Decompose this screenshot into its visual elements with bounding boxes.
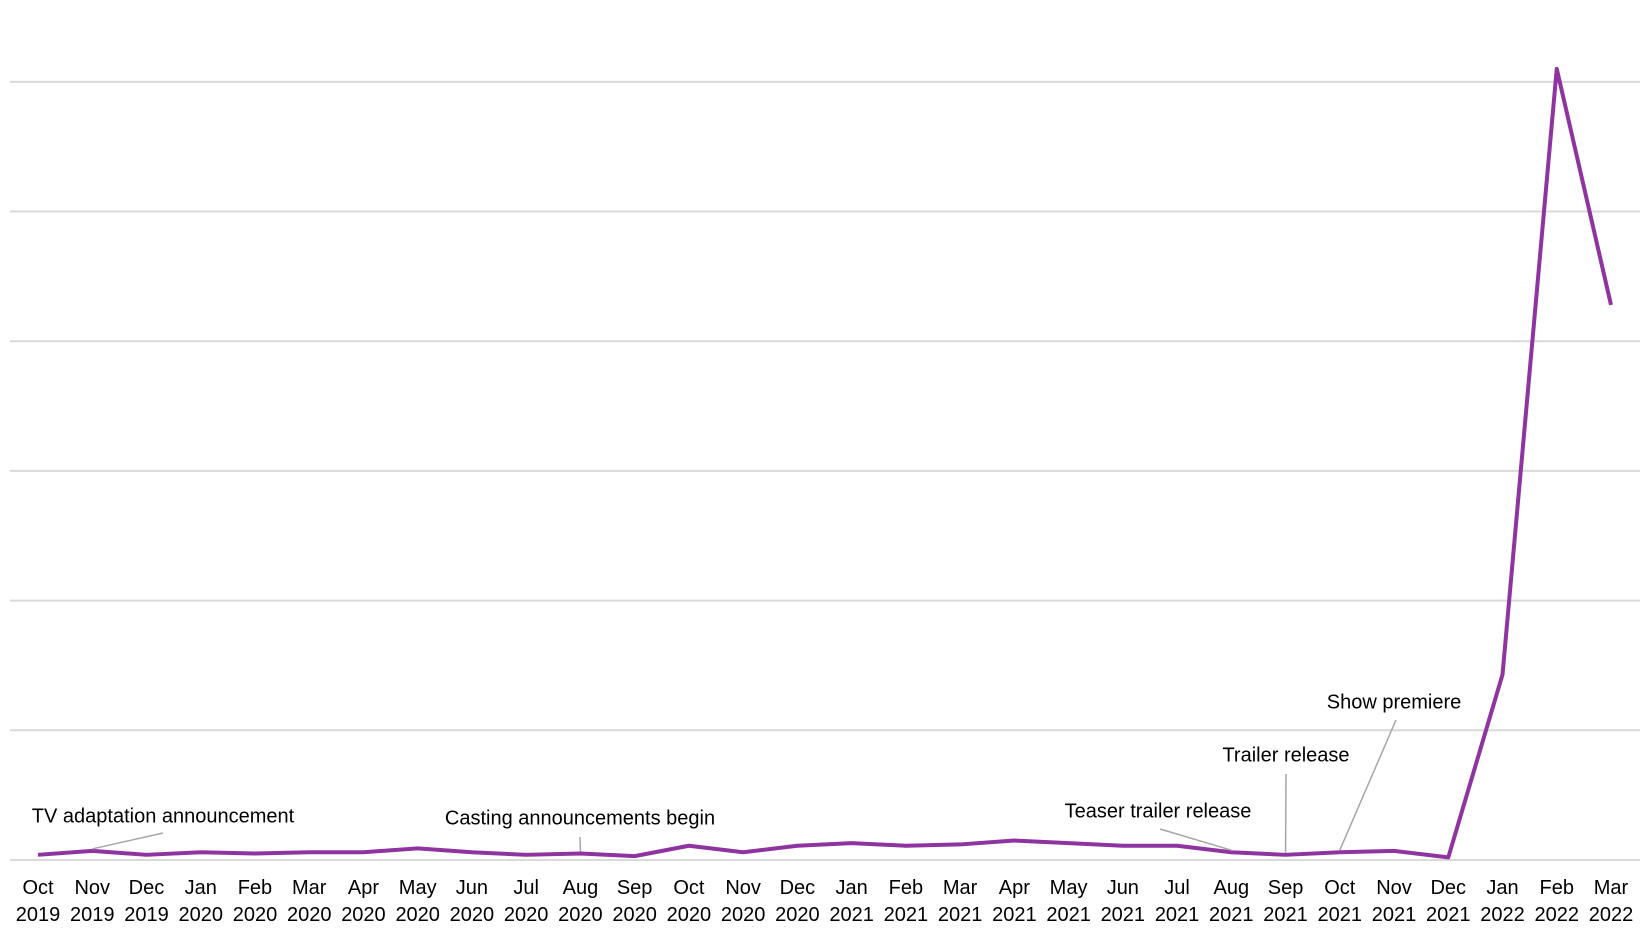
line (37, 66, 1613, 860)
x-tick-label: Jan 2020 (178, 877, 223, 926)
annotation: Casting announcements begin (445, 807, 715, 829)
x-tick-label: Jun 2021 (1100, 877, 1146, 926)
annotation: Trailer release (1222, 744, 1349, 766)
x-tick-label: May 2021 (1046, 877, 1091, 926)
x-tick-label: Mar 2022 (1588, 877, 1634, 926)
annotation-leader (1159, 828, 1232, 851)
x-tick-label: Nov 2019 (69, 877, 115, 926)
x-tick-label: Feb 2020 (232, 877, 278, 926)
annotation-leader (1339, 719, 1397, 851)
x-tick-label: Apr 2020 (341, 877, 386, 926)
x-tick-label: Oct 2019 (15, 877, 61, 926)
x-tick-label: Jul 2021 (1154, 877, 1200, 926)
x-tick-label: Dec 2019 (124, 877, 169, 926)
x-tick-label: May 2020 (395, 877, 440, 926)
x-tick-label: Dec 2021 (1426, 877, 1471, 926)
x-tick-label: Apr 2021 (992, 877, 1037, 926)
x-tick-label: Feb 2022 (1534, 877, 1580, 926)
x-tick-label: Oct 2020 (666, 877, 712, 926)
x-tick-label: Jun 2020 (449, 877, 495, 926)
annotation-leader (92, 832, 164, 850)
x-tick-label: Nov 2021 (1371, 877, 1417, 926)
x-tick-label: Mar 2020 (286, 877, 332, 926)
x-tick-label: Jul 2020 (503, 877, 549, 926)
annotation: Show premiere (1327, 691, 1462, 713)
x-tick-label: Jan 2021 (829, 877, 874, 926)
x-tick-label: Aug 2021 (1209, 877, 1254, 926)
x-tick-label: Jan 2022 (1480, 877, 1525, 926)
x-tick-label: Feb 2021 (883, 877, 929, 926)
x-tick-label: Aug 2020 (558, 877, 603, 926)
x-tick-label: Nov 2020 (720, 877, 766, 926)
annotation: TV adaptation announcement (32, 805, 295, 827)
x-tick-label: Sep 2021 (1263, 877, 1308, 926)
x-tick-label: Sep 2020 (612, 877, 657, 926)
x-tick-label: Oct 2021 (1317, 877, 1363, 926)
annotation: Teaser trailer release (1065, 800, 1252, 822)
x-tick-label: Dec 2020 (775, 877, 820, 926)
x-tick-label: Mar 2021 (937, 877, 983, 926)
